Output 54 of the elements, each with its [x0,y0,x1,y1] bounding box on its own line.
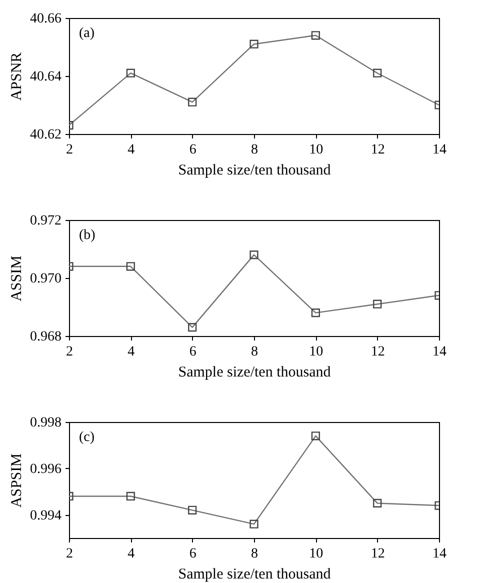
y-tick-label: 0.968 [30,330,62,344]
x-tick-label: 14 [432,546,446,562]
y-axis-title: ASPSIM [9,453,25,508]
point [250,520,258,528]
x-tick-label: 8 [251,142,258,158]
point [373,498,382,508]
point [126,262,135,271]
y-tick-label: 0.996 [30,462,62,477]
y-tick-label: 0.998 [30,416,62,430]
x-axis-title: Sample size/ten thousand [178,162,332,178]
x-tick-label: 6 [189,546,196,562]
x-axis-title: Sample size/ten thousand [178,364,332,380]
y-tick-label: 40.66 [30,12,62,26]
y-axis-title: APSNR [9,52,25,101]
point [126,492,135,501]
x-tick-label: 12 [370,142,385,158]
annotation: (a) [79,26,95,41]
y-tick-label: 0.972 [30,214,62,228]
point [188,322,197,332]
x-tick-label: 8 [251,546,258,562]
point [250,40,258,48]
x-tick-label: 8 [251,344,258,360]
annotation: (b) [79,228,96,243]
x-tick-label: 2 [66,142,73,158]
y-tick-label: 40.64 [30,70,62,84]
x-tick-label: 4 [128,142,135,158]
x-tick-label: 2 [66,546,73,562]
x-tick-label: 6 [189,344,196,360]
annotation: (c) [79,430,95,445]
point [250,250,258,260]
point [373,300,382,308]
y-tick-label: 0.994 [30,508,62,524]
point [188,98,197,106]
y-tick-label: 40.62 [30,128,62,142]
point [311,308,320,318]
x-tick-label: 4 [128,546,135,562]
x-tick-label: 12 [370,344,385,360]
x-tick-label: 12 [370,546,385,562]
x-axis-title: Sample size/ten thousand [178,566,332,582]
point [188,506,197,514]
x-tick-label: 10 [309,546,324,562]
y-axis-title: ASSIM [9,256,25,302]
x-tick-label: 14 [432,142,446,158]
x-tick-label: 14 [432,344,446,360]
x-tick-label: 10 [309,142,324,158]
x-tick-label: 4 [128,344,135,360]
point [311,432,320,440]
point [126,68,135,78]
x-tick-label: 10 [309,344,324,360]
point [311,31,320,40]
x-tick-label: 2 [66,344,73,360]
point [373,68,382,78]
y-tick-label: 0.970 [30,272,62,286]
x-tick-label: 6 [189,142,196,158]
